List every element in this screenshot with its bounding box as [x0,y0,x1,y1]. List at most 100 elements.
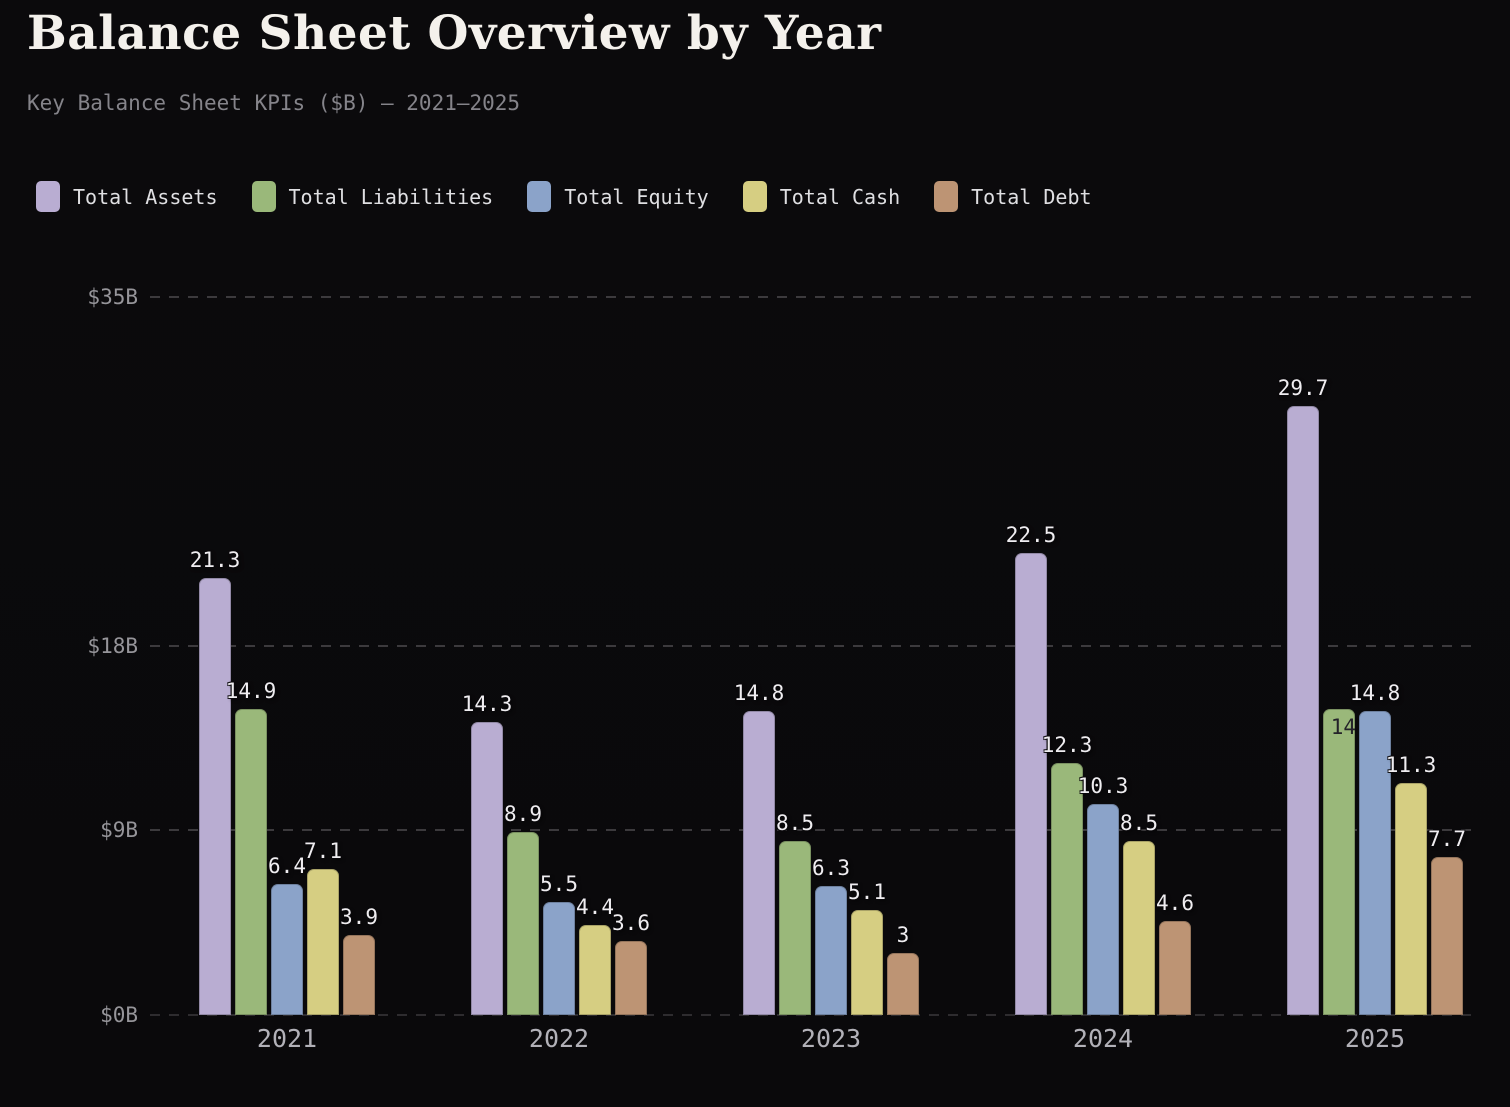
value-label-total-debt-2023: 3 [896,923,910,947]
bar-total-debt-2021 [343,935,375,1015]
value-label-total-assets-2023: 14.8 [733,681,785,705]
bar-item-total-cash-2023: 5.1 [848,880,886,1015]
page-title: Balance Sheet Overview by Year [27,6,882,61]
bar-group-2022: 14.3 8.9 5.5 4.4 3.6 [462,692,650,1015]
value-label-total-equity-2025: 14.8 [1349,681,1401,705]
bar-item-total-liabilities-2025: 14.9 [1323,709,1381,1015]
y-tick-9b: $9B [100,818,138,842]
legend-item-total-equity: Total Equity [527,181,709,212]
bar-total-liabilities-2024 [1051,763,1083,1015]
bar-item-total-debt-2025: 7.7 [1428,827,1466,1015]
bar-item-total-cash-2022: 4.4 [576,895,614,1015]
value-label-total-equity-2024: 10.3 [1077,774,1129,798]
bar-total-assets-2024 [1015,553,1047,1015]
bar-group-2024: 22.5 12.3 10.3 8.5 4.6 [1006,523,1194,1015]
value-label-total-cash-2024: 8.5 [1120,811,1158,835]
bar-item-total-assets-2024: 22.5 [1006,523,1056,1015]
value-label-total-assets-2021: 21.3 [189,548,241,572]
bar-item-total-assets-2022: 14.3 [462,692,512,1015]
bar-total-assets-2025 [1287,406,1319,1015]
bar-total-equity-2025 [1359,711,1391,1015]
y-tick-35b: $35B [87,285,138,309]
bar-item-total-liabilities-2021: 14.9 [226,679,276,1015]
bar-item-total-equity-2022: 5.5 [540,872,578,1015]
value-label-total-assets-2025: 29.7 [1277,376,1329,400]
value-label-total-debt-2024: 4.6 [1156,891,1194,915]
gridline-0b [150,1014,1472,1016]
legend-label-total-cash: Total Cash [779,184,901,209]
value-label-total-liabilities-2021: 14.9 [225,679,277,703]
bar-item-total-cash-2021: 7.1 [304,839,342,1015]
bar-total-assets-2021 [199,578,231,1015]
bar-total-liabilities-2023 [779,841,811,1015]
bar-total-equity-2023 [815,886,847,1015]
x-tick-2024: 2024 [1072,1024,1134,1053]
y-tick-18b: $18B [87,634,138,658]
value-label-total-debt-2022: 3.6 [612,911,650,935]
value-label-total-equity-2022: 5.5 [540,872,578,896]
legend-item-total-cash: Total Cash [742,181,901,212]
bar-item-total-equity-2021: 6.4 [268,854,306,1015]
legend-label-total-debt: Total Debt [971,184,1092,209]
bar-total-cash-2025 [1395,783,1427,1015]
bar-item-total-liabilities-2024: 12.3 [1042,733,1092,1015]
legend-swatch-total-liabilities [251,181,276,212]
legend-swatch-total-cash [742,181,767,212]
value-label-total-debt-2025: 7.7 [1428,827,1466,851]
bar-total-equity-2022 [543,902,575,1015]
legend-swatch-total-assets [36,181,60,212]
value-label-total-cash-2022: 4.4 [576,895,614,919]
legend: Total Assets Total Liabilities Total Equit… [36,181,1092,212]
bar-total-cash-2021 [307,869,339,1015]
value-label-total-cash-2023: 5.1 [848,880,886,904]
bar-total-debt-2025 [1431,857,1463,1015]
legend-label-total-assets: Total Assets [73,184,218,209]
bar-total-equity-2021 [271,884,303,1015]
value-label-total-debt-2021: 3.9 [340,905,378,929]
bar-total-equity-2024 [1087,804,1119,1015]
bar-total-debt-2024 [1159,921,1191,1015]
value-label-total-liabilities-2023: 8.5 [776,811,814,835]
bar-total-cash-2023 [851,910,883,1015]
bar-group-2023: 14.8 8.5 6.3 5.1 3 [734,681,919,1015]
legend-label-total-liabilities: Total Liabilities [288,184,494,209]
legend-item-total-assets: Total Assets [36,181,218,212]
bar-item-total-assets-2025: 29.7 [1278,376,1328,1015]
value-label-total-equity-2021: 6.4 [268,854,306,878]
y-tick-0b: $0B [100,1003,138,1027]
bar-total-liabilities-2021 [235,709,267,1015]
page-subtitle: Key Balance Sheet KPIs ($B) — 2021–2025 [27,91,521,115]
value-label-total-liabilities-2024: 12.3 [1041,733,1093,757]
bar-total-assets-2022 [471,722,503,1015]
legend-item-total-liabilities: Total Liabilities [251,181,494,212]
legend-swatch-total-debt [934,181,959,212]
value-label-total-cash-2021: 7.1 [304,839,342,863]
bar-item-total-liabilities-2023: 8.5 [776,811,814,1015]
x-tick-2023: 2023 [800,1024,862,1053]
bar-item-total-equity-2025: 14.8 [1350,681,1400,1015]
legend-swatch-total-equity [527,181,552,212]
value-label-total-assets-2024: 22.5 [1005,523,1057,547]
bar-total-cash-2022 [579,925,611,1015]
bar-item-total-debt-2021: 3.9 [340,905,378,1015]
bar-item-total-assets-2023: 14.8 [734,681,784,1015]
bar-item-total-debt-2024: 4.6 [1156,891,1194,1015]
bar-item-total-cash-2025: 11.3 [1386,753,1436,1015]
bar-item-total-cash-2024: 8.5 [1120,811,1158,1015]
x-tick-2021: 2021 [256,1024,318,1053]
legend-label-total-equity: Total Equity [564,184,709,209]
bar-item-total-equity-2023: 6.3 [812,856,850,1015]
bar-item-total-assets-2021: 21.3 [190,548,240,1015]
bar-group-2021: 21.3 14.9 6.4 7.1 3.9 [190,548,378,1015]
value-label-total-equity-2023: 6.3 [812,856,850,880]
bar-item-total-equity-2024: 10.3 [1078,774,1128,1015]
bar-item-total-debt-2022: 3.6 [612,911,650,1015]
value-label-total-liabilities-2022: 8.9 [504,802,542,826]
bar-total-liabilities-2022 [507,832,539,1015]
bar-item-total-liabilities-2022: 8.9 [504,802,542,1015]
bar-item-total-debt-2023: 3 [887,923,919,1015]
bar-group-2025: 29.7 14.9 14.8 11.3 7.7 [1278,376,1466,1015]
gridline-9b [150,829,1472,831]
